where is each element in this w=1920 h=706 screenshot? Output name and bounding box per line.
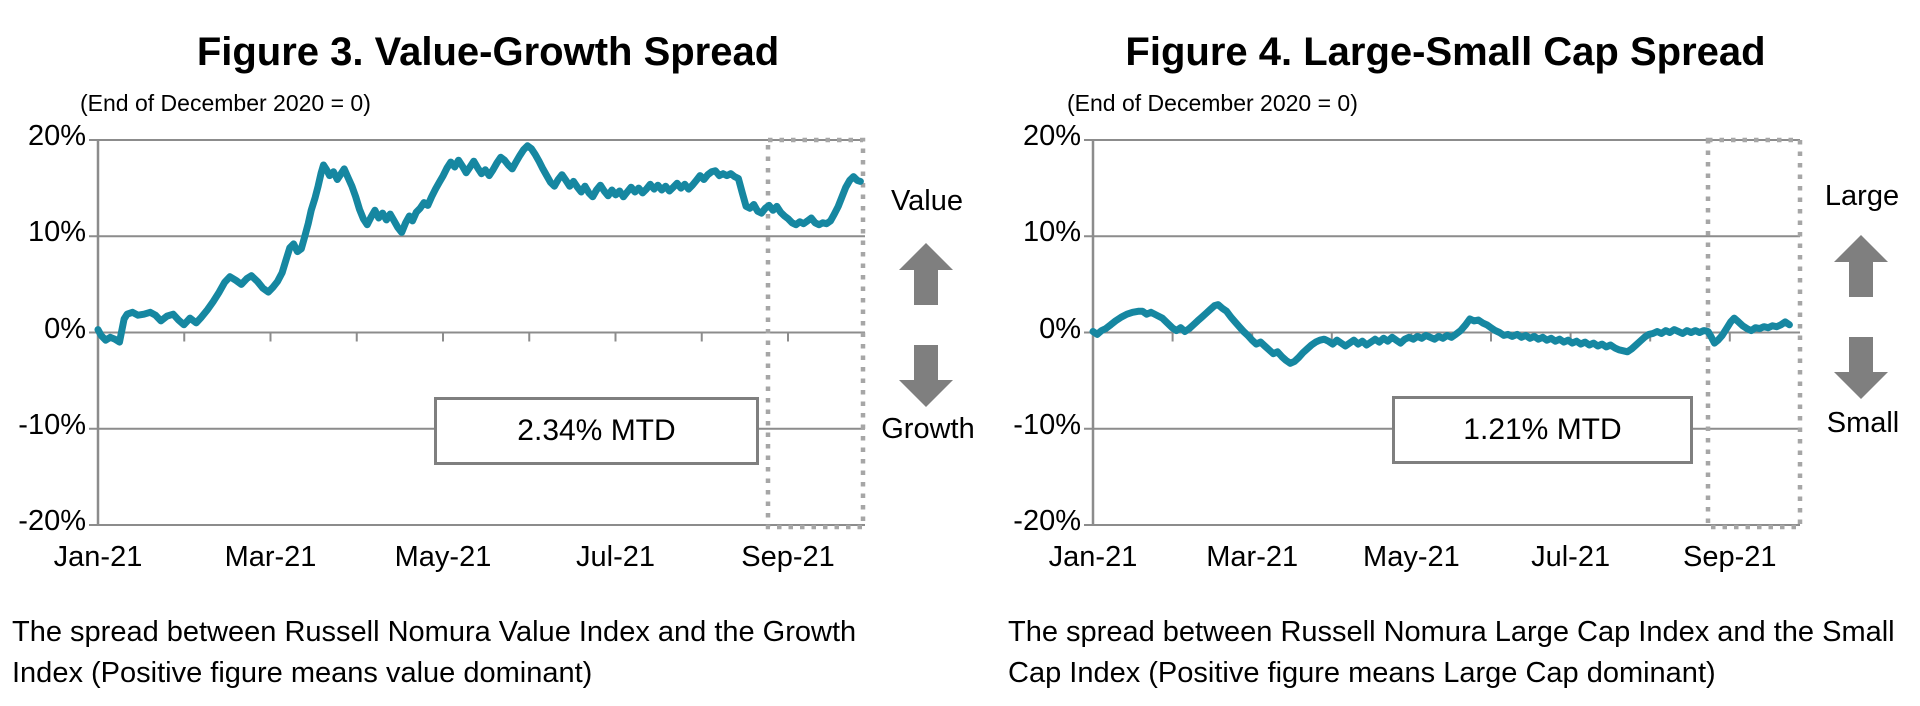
figure3-recent-period-highlight xyxy=(765,137,866,530)
figure4-x-tick-label: Mar-21 xyxy=(1206,541,1299,573)
figure4-x-tick-label: Sep-21 xyxy=(1683,541,1777,573)
figure3-lower-side-label: Growth xyxy=(881,413,975,445)
figure3-y-tick-label: 20% xyxy=(27,120,86,152)
figure3-y-tick-label: -10% xyxy=(18,408,86,441)
figure4-y-tick-label: 10% xyxy=(1022,216,1081,249)
figure4-x-tick-label: May-21 xyxy=(1363,541,1460,573)
figure3-y-tick-label: 10% xyxy=(27,216,86,249)
figure3-mtd-annotation-text: 2.34% MTD xyxy=(517,414,676,447)
figure3-x-tick-label: Jul-21 xyxy=(576,541,655,573)
figure4-x-tick-label: Jul-21 xyxy=(1531,541,1611,573)
figure3-y-tick-label: 0% xyxy=(44,312,86,345)
figure4-mtd-annotation-text: 1.21% MTD xyxy=(1463,413,1622,446)
figure4-spread-line xyxy=(1089,301,1793,367)
figure4-y-tick-label: -20% xyxy=(1013,505,1081,537)
figure4-y-tick-label: -10% xyxy=(1013,408,1081,441)
figure4-x-tick-label: Jan-21 xyxy=(1048,541,1138,573)
figure4-down-arrow-icon xyxy=(1834,337,1888,399)
figure4-y-tick-label: 20% xyxy=(1022,120,1081,152)
figure3-y-axis-labels: 20% 10% 0% -10% -20% xyxy=(0,0,86,706)
figure3-x-tick-label: May-21 xyxy=(394,541,492,573)
figure3-footnote: The spread between Russell Nomura Value … xyxy=(12,616,857,689)
figure3-x-tick-label: Jan-21 xyxy=(53,541,143,573)
figure3-y-tick-label: -20% xyxy=(18,505,86,537)
figure3-down-arrow-icon xyxy=(899,345,953,407)
figure4-x-axis-labels: Jan-21 Mar-21 May-21 Jul-21 Sep-21 xyxy=(0,541,1920,581)
figure3-spread-line xyxy=(94,142,864,346)
figure3-x-tick-label: Mar-21 xyxy=(224,541,317,573)
figure4-lower-side-label: Small xyxy=(1826,407,1900,439)
figure3-up-arrow-icon xyxy=(899,243,953,305)
figure4-recent-period-highlight xyxy=(1705,137,1803,530)
figure4-mtd-annotation-box: 1.21% MTD xyxy=(1392,396,1693,464)
figure4-subtitle: (End of December 2020 = 0) xyxy=(1067,90,1358,116)
figure4-up-arrow-icon xyxy=(1834,235,1888,297)
figure3-title: Figure 3. Value-Growth Spread xyxy=(196,30,780,74)
figure4-y-axis-labels: 20% 10% 0% -10% -20% xyxy=(981,0,1081,706)
figure3-mtd-annotation-box: 2.34% MTD xyxy=(434,397,759,465)
figure3-subtitle: (End of December 2020 = 0) xyxy=(80,90,371,116)
figure3-x-axis-labels: Jan-21 Mar-21 May-21 Jul-21 Sep-21 xyxy=(0,541,1920,581)
figure3-upper-side-label: Value xyxy=(890,185,964,217)
figure4-y-tick-label: 0% xyxy=(1039,312,1081,345)
figure4-title: Figure 4. Large-Small Cap Spread xyxy=(1125,30,1766,74)
figure4-upper-side-label: Large xyxy=(1824,180,1900,212)
figure3-x-tick-label: Sep-21 xyxy=(741,541,835,573)
figure4-footnote: The spread between Russell Nomura Large … xyxy=(1008,616,1895,689)
